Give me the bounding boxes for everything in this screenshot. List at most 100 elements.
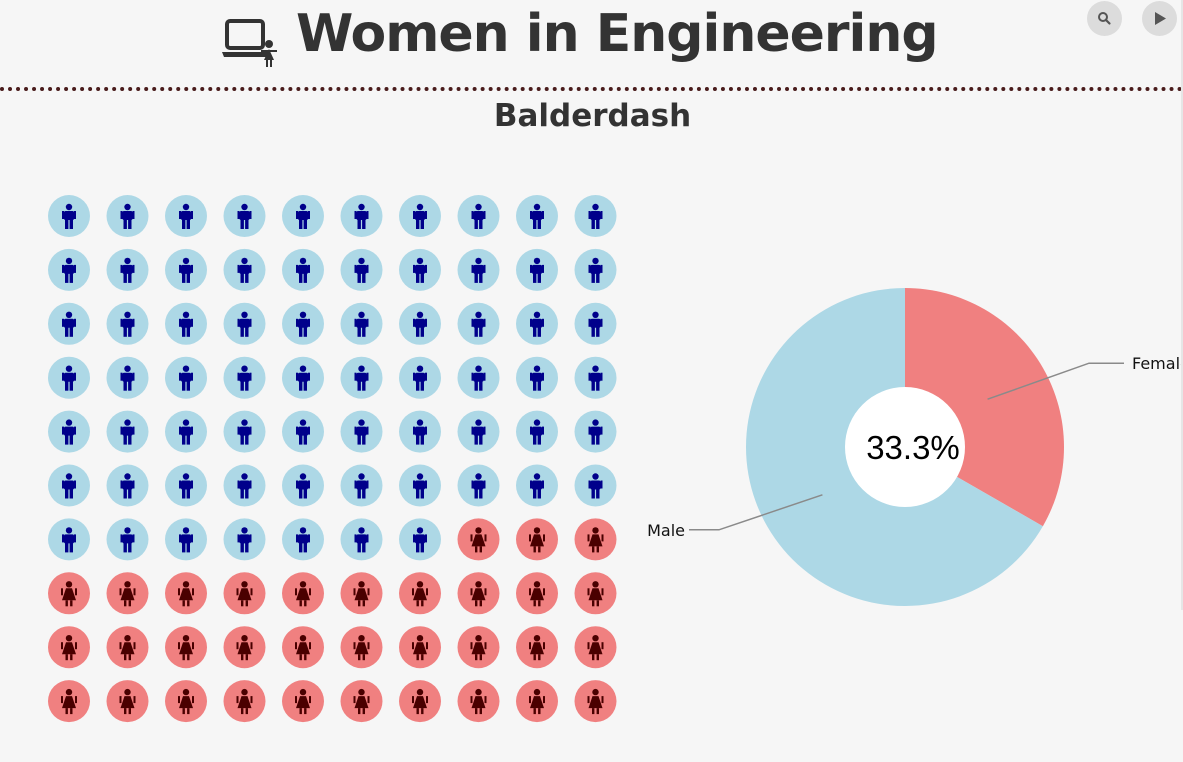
pictogram-grid [48, 195, 617, 723]
pictogram-woman-icon [223, 572, 266, 615]
pictogram-woman-icon [282, 626, 324, 669]
pictogram-woman-icon [574, 518, 617, 561]
pictogram-man-icon [165, 518, 207, 561]
pictogram-woman-icon [574, 572, 617, 615]
pictogram-man-icon [223, 410, 266, 453]
pictogram-man-icon [223, 302, 266, 345]
pictogram-woman-icon [457, 572, 500, 615]
pictogram-man-icon [223, 356, 266, 399]
pictogram-man-icon [282, 356, 324, 399]
pictogram-woman-icon [48, 626, 90, 669]
pictogram-woman-icon [282, 680, 324, 723]
pictogram-woman-icon [223, 680, 266, 723]
pictogram-man-icon [165, 464, 207, 507]
pictogram-woman-icon [516, 518, 558, 561]
pictogram-man-icon [340, 464, 383, 507]
pictogram-man-icon [48, 302, 90, 345]
play-button[interactable] [1142, 1, 1177, 36]
play-icon [1155, 12, 1166, 25]
pictogram-woman-icon [516, 572, 558, 615]
pictogram-man-icon [106, 302, 149, 345]
pictogram-woman-icon [457, 626, 500, 669]
pictogram-man-icon [282, 410, 324, 453]
pictogram-man-icon [399, 464, 441, 507]
pictogram-man-icon [106, 356, 149, 399]
pictogram-woman-icon [282, 572, 324, 615]
pictogram-woman-icon [48, 572, 90, 615]
pictogram-man-icon [516, 248, 558, 291]
page-title: Women in Engineering [296, 4, 939, 64]
pictogram-man-icon [457, 248, 500, 291]
pictogram-man-icon [574, 356, 617, 399]
pictogram-man-icon [516, 195, 558, 237]
pictogram-man-icon [223, 248, 266, 291]
pictogram-woman-icon [574, 626, 617, 669]
pictogram-man-icon [106, 518, 149, 561]
donut-label-female: Female [1132, 354, 1183, 373]
pictogram-man-icon [574, 302, 617, 345]
pictogram-woman-icon [399, 626, 441, 669]
pictogram-woman-icon [165, 626, 207, 669]
header-divider [0, 87, 1183, 91]
pictogram-man-icon [282, 195, 324, 237]
pictogram-man-icon [340, 356, 383, 399]
pictogram-man-icon [399, 195, 441, 237]
pictogram-man-icon [282, 464, 324, 507]
pictogram-man-icon [457, 302, 500, 345]
pictogram-man-icon [223, 464, 266, 507]
pictogram-man-icon [399, 302, 441, 345]
pictogram-man-icon [282, 248, 324, 291]
pictogram-woman-icon [399, 572, 441, 615]
pictogram-man-icon [165, 302, 207, 345]
pictogram-man-icon [48, 410, 90, 453]
pictogram-man-icon [106, 464, 149, 507]
pictogram-woman-icon [340, 680, 383, 723]
leader-line-male [689, 494, 823, 531]
laptop-with-woman-icon [222, 19, 277, 67]
pictogram-man-icon [223, 518, 266, 561]
pictogram-man-icon [48, 518, 90, 561]
pictogram-man-icon [516, 302, 558, 345]
pictogram-man-icon [516, 464, 558, 507]
pictogram-man-icon [399, 410, 441, 453]
pictogram-woman-icon [457, 518, 500, 561]
pictogram-woman-icon [106, 626, 149, 669]
pictogram-man-icon [340, 248, 383, 291]
pictogram-man-icon [223, 195, 266, 237]
pictogram-man-icon [165, 248, 207, 291]
pictogram-man-icon [516, 410, 558, 453]
donut-chart: 33.3% Female Male [647, 288, 1183, 606]
pictogram-man-icon [48, 464, 90, 507]
pictogram-man-icon [340, 195, 383, 237]
pictogram-woman-icon [457, 680, 500, 723]
pictogram-man-icon [165, 195, 207, 237]
pictogram-man-icon [282, 302, 324, 345]
pictogram-man-icon [399, 248, 441, 291]
search-button[interactable] [1087, 1, 1122, 36]
scrollbar-track[interactable] [1181, 0, 1183, 610]
pictogram-woman-icon [106, 572, 149, 615]
pictogram-woman-icon [165, 680, 207, 723]
pictogram-man-icon [106, 248, 149, 291]
pictogram-man-icon [574, 410, 617, 453]
pictogram-woman-icon [516, 626, 558, 669]
pictogram-man-icon [282, 518, 324, 561]
pictogram-woman-icon [574, 680, 617, 723]
donut-hole [845, 387, 965, 507]
pictogram-man-icon [516, 356, 558, 399]
pictogram-woman-icon [106, 680, 149, 723]
pictogram-man-icon [457, 410, 500, 453]
pictogram-man-icon [457, 195, 500, 237]
pictogram-man-icon [574, 464, 617, 507]
pictogram-woman-icon [516, 680, 558, 723]
pictogram-woman-icon [340, 572, 383, 615]
chart-title: Balderdash [493, 98, 692, 134]
pictogram-man-icon [165, 410, 207, 453]
pictogram-man-icon [457, 356, 500, 399]
pictogram-woman-icon [399, 680, 441, 723]
pictogram-man-icon [399, 356, 441, 399]
donut-label-male: Male [647, 521, 685, 540]
pictogram-man-icon [574, 248, 617, 291]
pictogram-man-icon [399, 518, 441, 561]
